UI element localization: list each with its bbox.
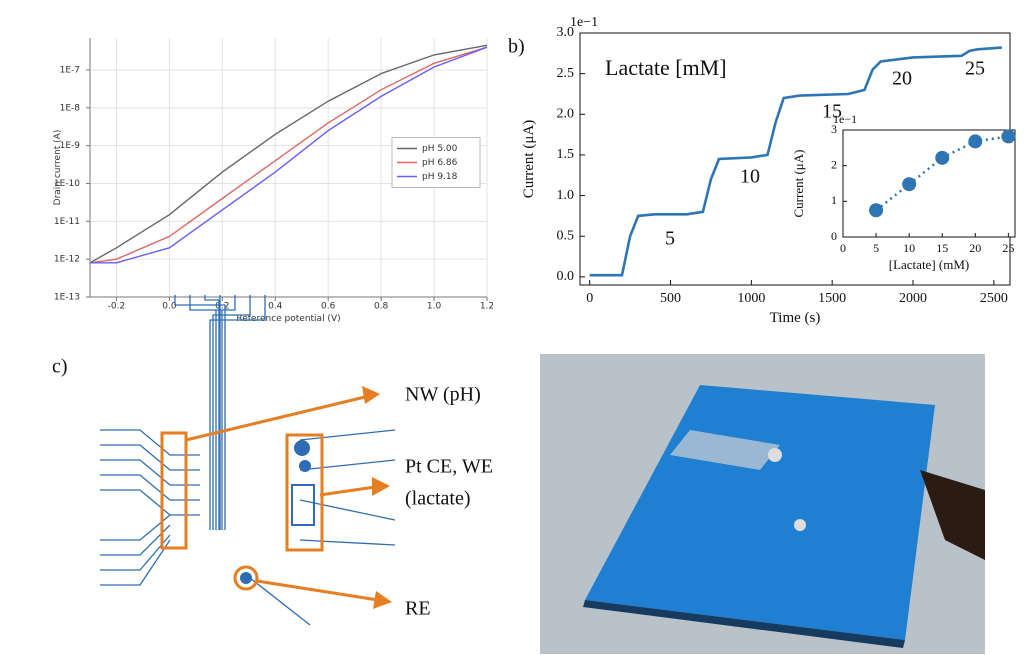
chip-diagram: c) NW (pH) Pt CE, WE (lactate) RE xyxy=(52,295,493,625)
y-axis-label: Current (μA) xyxy=(521,120,537,198)
x-tick-label: 10 xyxy=(903,241,915,255)
x-tick-label: 1500 xyxy=(818,291,846,306)
figure: -0.20.00.20.40.60.81.01.21E-131E-121E-11… xyxy=(0,0,1024,655)
point xyxy=(1001,129,1015,143)
y-multiplier: 1e−1 xyxy=(570,15,598,30)
y-tick-label: 1E-11 xyxy=(54,217,80,227)
y-tick-label: 1E-13 xyxy=(54,293,80,303)
electrode xyxy=(292,485,314,525)
x-tick-label: 0.6 xyxy=(321,302,336,312)
legend-label: pH 5.00 xyxy=(422,144,458,154)
highlights xyxy=(162,397,378,600)
point xyxy=(902,177,916,191)
x-tick-label: 15 xyxy=(936,241,948,255)
y-tick-label: 2.5 xyxy=(557,66,575,81)
annotation: 25 xyxy=(965,58,985,80)
x-tick-label: 2500 xyxy=(980,291,1008,306)
annotation: 5 xyxy=(665,228,675,250)
y-tick-label: 2.0 xyxy=(557,107,575,122)
arrowheads xyxy=(362,386,392,609)
y-tick-label: 1 xyxy=(831,193,837,207)
annotation: 20 xyxy=(892,68,912,90)
x-axis-label: Reference potential (V) xyxy=(236,314,340,324)
point xyxy=(935,151,949,165)
x-tick-label: 0 xyxy=(840,241,846,255)
x-axis-label: [Lactate] (mM) xyxy=(889,257,969,272)
electrode xyxy=(299,460,311,472)
y-axis-label: Drain current (A) xyxy=(53,130,63,206)
electrode xyxy=(240,572,252,584)
panel-label: b) xyxy=(508,36,525,58)
x-tick-label: 1000 xyxy=(737,291,765,306)
point xyxy=(968,134,982,148)
legend-label: pH 9.18 xyxy=(422,172,458,182)
y-tick-label: 1.5 xyxy=(557,147,575,162)
x-tick-label: 20 xyxy=(969,241,981,255)
y-tick-label: 1E-7 xyxy=(60,65,80,75)
annotation: 10 xyxy=(740,166,760,188)
label: (lactate) xyxy=(405,488,471,510)
x-tick-label: 500 xyxy=(660,291,681,306)
legend-label: pH 6.86 xyxy=(422,158,458,168)
x-tick-label: -0.2 xyxy=(108,302,126,312)
y-tick-label: 0.0 xyxy=(557,269,575,284)
label: RE xyxy=(405,598,431,620)
x-tick-label: 1.0 xyxy=(427,302,442,312)
point xyxy=(869,203,883,217)
plot-frame xyxy=(843,130,1015,237)
y-tick-label: 1E-12 xyxy=(54,255,80,265)
y-tick-label: 1E-8 xyxy=(60,103,81,113)
annotation: Lactate [mM] xyxy=(605,55,727,80)
chip-photo xyxy=(540,354,985,654)
x-tick-label: 0.4 xyxy=(268,302,283,312)
label: NW (pH) xyxy=(405,384,481,406)
x-tick-label: 1.2 xyxy=(480,302,494,312)
x-tick-label: 25 xyxy=(1002,241,1014,255)
y-tick-label: 1.0 xyxy=(557,188,575,203)
label: Pt CE, WE xyxy=(405,456,493,478)
y-tick-label: 0 xyxy=(831,229,837,243)
x-tick-label: 0 xyxy=(586,291,593,306)
x-tick-label: 5 xyxy=(873,241,879,255)
electrode xyxy=(294,440,310,456)
y-axis-label: Current (μA) xyxy=(791,150,806,218)
y-multiplier: 1e−1 xyxy=(833,112,857,126)
x-tick-label: 2000 xyxy=(899,291,927,306)
panel-label: c) xyxy=(52,356,68,378)
x-tick-label: 0.8 xyxy=(374,302,389,312)
x-axis-label: Time (s) xyxy=(770,310,821,326)
y-tick-label: 0.5 xyxy=(557,228,575,243)
y-tick-label: 2 xyxy=(831,157,837,171)
